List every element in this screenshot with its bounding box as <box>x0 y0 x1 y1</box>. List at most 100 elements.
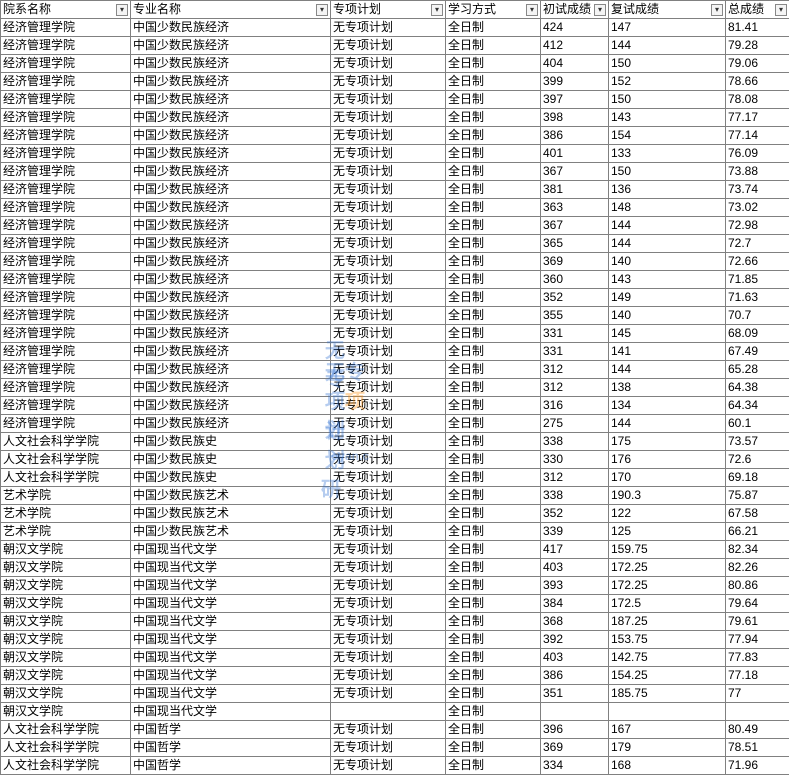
table-cell: 68.09 <box>726 325 789 343</box>
table-cell: 无专项计划 <box>331 415 446 433</box>
table-cell: 无专项计划 <box>331 379 446 397</box>
table-cell: 中国少数民族经济 <box>131 145 331 163</box>
column-header-0[interactable]: 院系名称▾ <box>1 1 131 19</box>
table-cell: 无专项计划 <box>331 271 446 289</box>
column-header-2[interactable]: 专项计划▾ <box>331 1 446 19</box>
table-cell: 中国少数民族经济 <box>131 91 331 109</box>
table-cell: 无专项计划 <box>331 19 446 37</box>
filter-dropdown-icon[interactable]: ▾ <box>431 4 443 16</box>
column-label: 总成绩 <box>728 2 764 16</box>
table-cell: 392 <box>541 631 609 649</box>
filter-dropdown-icon[interactable]: ▾ <box>775 4 787 16</box>
table-row: 朝汉文学院中国现当代文学无专项计划全日制368187.2579.61 <box>1 613 789 631</box>
table-cell: 71.96 <box>726 757 789 775</box>
table-cell: 中国少数民族经济 <box>131 253 331 271</box>
table-cell: 经济管理学院 <box>1 145 131 163</box>
filter-dropdown-icon[interactable]: ▾ <box>116 4 128 16</box>
table-cell: 79.06 <box>726 55 789 73</box>
table-row: 经济管理学院中国少数民族经济无专项计划全日制36914072.66 <box>1 253 789 271</box>
table-cell: 经济管理学院 <box>1 55 131 73</box>
table-cell: 全日制 <box>446 397 541 415</box>
table-cell: 全日制 <box>446 145 541 163</box>
table-cell: 77.14 <box>726 127 789 145</box>
table-row: 人文社会科学学院中国哲学无专项计划全日制33416871.96 <box>1 757 789 775</box>
column-header-1[interactable]: 专业名称▾ <box>131 1 331 19</box>
table-cell: 经济管理学院 <box>1 397 131 415</box>
table-cell: 中国少数民族史 <box>131 469 331 487</box>
table-cell: 无专项计划 <box>331 163 446 181</box>
table-cell: 352 <box>541 505 609 523</box>
column-header-5[interactable]: 复试成绩▾ <box>609 1 726 19</box>
table-cell: 312 <box>541 379 609 397</box>
table-cell: 无专项计划 <box>331 721 446 739</box>
filter-dropdown-icon[interactable]: ▾ <box>316 4 328 16</box>
table-row: 人文社会科学学院中国少数民族史无专项计划全日制33017672.6 <box>1 451 789 469</box>
table-cell: 无专项计划 <box>331 109 446 127</box>
table-cell: 144 <box>609 217 726 235</box>
table-cell: 384 <box>541 595 609 613</box>
table-cell: 172.25 <box>609 577 726 595</box>
table-cell: 全日制 <box>446 703 541 721</box>
table-cell: 中国少数民族经济 <box>131 271 331 289</box>
table-cell: 经济管理学院 <box>1 19 131 37</box>
table-cell: 80.86 <box>726 577 789 595</box>
table-cell: 330 <box>541 451 609 469</box>
table-cell: 352 <box>541 289 609 307</box>
filter-dropdown-icon[interactable]: ▾ <box>594 4 606 16</box>
table-cell: 人文社会科学学院 <box>1 739 131 757</box>
table-cell: 144 <box>609 361 726 379</box>
column-header-6[interactable]: 总成绩 ▾ <box>726 1 789 19</box>
column-header-4[interactable]: 初试成绩▾ <box>541 1 609 19</box>
table-cell: 65.28 <box>726 361 789 379</box>
table-cell: 147 <box>609 19 726 37</box>
table-cell: 无专项计划 <box>331 577 446 595</box>
table-cell: 全日制 <box>446 541 541 559</box>
table-cell: 经济管理学院 <box>1 91 131 109</box>
table-cell: 朝汉文学院 <box>1 631 131 649</box>
table-cell: 中国少数民族经济 <box>131 73 331 91</box>
table-cell: 179 <box>609 739 726 757</box>
column-header-3[interactable]: 学习方式▾ <box>446 1 541 19</box>
table-row: 艺术学院中国少数民族艺术无专项计划全日制35212267.58 <box>1 505 789 523</box>
table-cell: 中国少数民族经济 <box>131 199 331 217</box>
table-cell: 经济管理学院 <box>1 415 131 433</box>
table-cell: 中国少数民族经济 <box>131 55 331 73</box>
table-cell: 朝汉文学院 <box>1 613 131 631</box>
table-cell: 无专项计划 <box>331 433 446 451</box>
table-cell: 经济管理学院 <box>1 181 131 199</box>
table-cell: 中国少数民族艺术 <box>131 487 331 505</box>
table-cell: 无专项计划 <box>331 559 446 577</box>
filter-dropdown-icon[interactable]: ▾ <box>526 4 538 16</box>
table-cell: 401 <box>541 145 609 163</box>
table-cell: 无专项计划 <box>331 235 446 253</box>
table-cell: 143 <box>609 271 726 289</box>
filter-dropdown-icon[interactable]: ▾ <box>711 4 723 16</box>
table-cell: 朝汉文学院 <box>1 595 131 613</box>
table-cell: 中国少数民族艺术 <box>131 505 331 523</box>
table-row: 朝汉文学院中国现当代文学无专项计划全日制393172.2580.86 <box>1 577 789 595</box>
table-cell: 77.17 <box>726 109 789 127</box>
table-cell: 全日制 <box>446 559 541 577</box>
table-cell: 73.74 <box>726 181 789 199</box>
table-cell: 全日制 <box>446 325 541 343</box>
table-cell: 72.6 <box>726 451 789 469</box>
table-cell: 无专项计划 <box>331 37 446 55</box>
table-cell: 150 <box>609 163 726 181</box>
table-cell: 无专项计划 <box>331 739 446 757</box>
table-cell: 中国现当代文学 <box>131 613 331 631</box>
table-cell: 72.7 <box>726 235 789 253</box>
table-cell: 168 <box>609 757 726 775</box>
table-cell: 153.75 <box>609 631 726 649</box>
table-cell <box>331 703 446 721</box>
table-cell: 经济管理学院 <box>1 217 131 235</box>
table-cell: 人文社会科学学院 <box>1 451 131 469</box>
table-cell: 403 <box>541 559 609 577</box>
table-cell: 77 <box>726 685 789 703</box>
table-cell: 全日制 <box>446 253 541 271</box>
table-cell: 134 <box>609 397 726 415</box>
table-cell: 无专项计划 <box>331 73 446 91</box>
table-cell: 无专项计划 <box>331 523 446 541</box>
table-cell: 中国少数民族经济 <box>131 127 331 145</box>
table-row: 经济管理学院中国少数民族经济无专项计划全日制35214971.63 <box>1 289 789 307</box>
table-row: 经济管理学院中国少数民族经济无专项计划全日制38113673.74 <box>1 181 789 199</box>
